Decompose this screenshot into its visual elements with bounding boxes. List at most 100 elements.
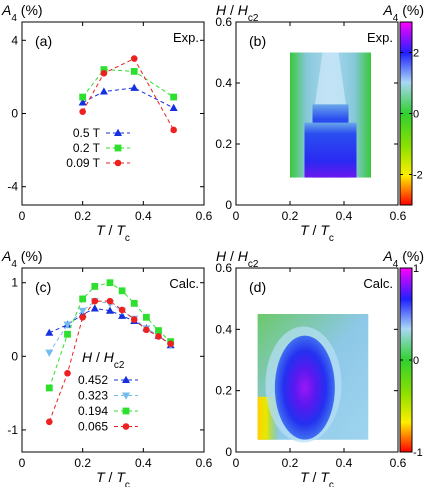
colorbar-tick-label: -1 — [413, 447, 423, 459]
legend-marker — [122, 392, 130, 400]
colorbar-tick-label: 1 — [413, 263, 419, 275]
series-line — [82, 57, 175, 131]
data-point — [105, 306, 114, 314]
series-line — [48, 300, 171, 422]
data-point — [79, 314, 86, 321]
data-point — [63, 321, 72, 329]
legend-marker — [122, 423, 130, 430]
legend-marker — [114, 128, 122, 136]
y-axis-label: H / Hc2 — [216, 248, 259, 270]
plot-frame — [21, 21, 205, 206]
data-point — [118, 306, 126, 314]
colorbar-title: A4 (%) — [382, 248, 424, 270]
data-point — [79, 93, 87, 101]
data-point — [100, 69, 108, 77]
data-point — [64, 330, 71, 338]
x-tick-label: 0.2 — [74, 209, 91, 223]
legend-marker — [122, 407, 130, 415]
x-tick-label: 0 — [19, 456, 26, 470]
data-point — [45, 349, 54, 357]
y-tick-label: 0.6 — [215, 261, 232, 275]
y-tick-label: 0.2 — [215, 137, 232, 151]
data-point — [100, 66, 108, 73]
x-axis-label: T / Tc — [300, 469, 334, 487]
series-line — [82, 69, 174, 98]
y-axis-label: A4 (%) — [1, 248, 43, 270]
x-tick-label: 0.2 — [282, 209, 299, 223]
legend-label: 0.194 — [78, 404, 108, 418]
data-point — [79, 295, 87, 303]
data-point — [79, 108, 86, 115]
y-tick-label: 0 — [11, 107, 18, 121]
data-point — [91, 297, 99, 305]
series-0-09-T — [79, 55, 177, 134]
y-tick-label: 4 — [11, 33, 18, 47]
x-tick-label: 0.2 — [282, 456, 299, 470]
y-tick-label: 0 — [225, 198, 232, 212]
y-tick-label: 0.2 — [215, 384, 232, 398]
y-tick-label: 0 — [11, 349, 18, 363]
x-tick-label: 0.2 — [74, 456, 91, 470]
data-point — [170, 93, 178, 101]
data-point — [106, 279, 114, 287]
data-point — [155, 333, 162, 340]
panel-c: 0 0.2 0.4 0.6 1 0 -1 A4 (%) T / Tc (c) Calc. H / Hc… — [1, 248, 213, 487]
plot-frame — [235, 21, 399, 206]
legend-a: 0.5 T0.2 T0.09 T — [66, 126, 130, 170]
heatmap-peak — [274, 335, 335, 440]
data-point — [106, 297, 114, 305]
series-line — [48, 282, 171, 389]
x-tick-label: 0.4 — [135, 209, 152, 223]
data-point — [78, 307, 87, 315]
colorbar-tick-label: 0 — [413, 355, 419, 367]
legend-title: H / Hc2 — [82, 349, 125, 371]
y-tick-label: -1 — [7, 423, 18, 437]
series-0-065 — [46, 297, 174, 426]
legend-marker — [114, 144, 122, 152]
x-tick-label: 0.6 — [196, 209, 213, 223]
x-axis-label: T / Tc — [300, 222, 334, 244]
y-tick-label: -4 — [7, 180, 18, 194]
x-axis-label: T / Tc — [96, 222, 130, 244]
x-tick-label: 0.4 — [135, 456, 152, 470]
data-point — [143, 326, 150, 334]
colorbar-d: 1 0 -1 A4 (%) — [382, 248, 424, 459]
colorbar-title: A4 (%) — [382, 2, 424, 24]
x-tick-label: 0.4 — [336, 456, 353, 470]
heatmap-d — [257, 314, 369, 443]
data-point — [45, 384, 53, 392]
data-point — [118, 287, 126, 295]
data-point — [118, 311, 127, 319]
panel-a: 0 0.2 0.4 0.640-4A4 (%)T / Tc(a) Exp.0.5 T0.… — [1, 2, 213, 244]
y-tick-label: 0.4 — [215, 76, 232, 90]
colorbar-tick-label: 2 — [413, 48, 419, 60]
legend-label: 0.065 — [78, 420, 108, 434]
x-axis-label: T / Tc — [96, 469, 130, 487]
data-point — [130, 83, 139, 91]
x-tick-label: 0 — [233, 209, 240, 223]
legend-label: 0.09 T — [66, 156, 100, 170]
series-line — [48, 300, 171, 353]
y-tick-label: 1 — [11, 276, 18, 290]
data-point — [142, 313, 150, 321]
data-point — [169, 103, 178, 112]
y-axis-label: H / Hc2 — [216, 2, 259, 24]
data-point — [167, 340, 174, 348]
data-point — [91, 283, 99, 290]
corner-label: Exp. — [367, 30, 393, 45]
legend-label: 0.2 T — [73, 141, 101, 155]
series-0-5-T — [78, 83, 178, 112]
panel-label: (a) — [35, 33, 52, 49]
legend-marker — [122, 375, 130, 383]
heatmap-b — [290, 52, 371, 178]
series-0-2-T — [79, 66, 178, 101]
y-tick-label: 0.6 — [215, 15, 232, 29]
data-point — [130, 299, 138, 307]
data-point — [45, 328, 54, 336]
plot-frame — [235, 267, 399, 453]
data-point — [64, 369, 71, 377]
y-tick-label: 0 — [225, 445, 232, 459]
